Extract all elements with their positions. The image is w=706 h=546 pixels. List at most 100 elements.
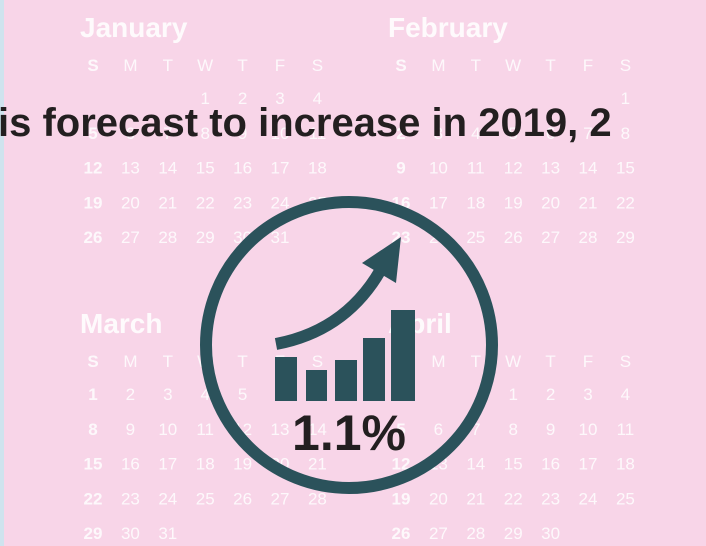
weekday: S xyxy=(312,352,323,371)
date: 19 xyxy=(233,455,252,474)
date: 15 xyxy=(616,159,635,178)
weekday: M xyxy=(123,352,137,371)
date: 29 xyxy=(84,524,103,543)
date: 17 xyxy=(271,159,290,178)
date: 14 xyxy=(158,159,177,178)
date: 29 xyxy=(504,524,523,543)
date: 11 xyxy=(617,420,635,439)
date: 15 xyxy=(84,455,103,474)
icon-bar xyxy=(306,370,327,401)
date: 22 xyxy=(504,489,523,508)
date: 27 xyxy=(541,228,560,247)
date: 24 xyxy=(158,489,177,508)
infographic: JanuarySMTWTFS12345678910111213141516171… xyxy=(0,0,706,546)
date: 14 xyxy=(579,159,598,178)
date: 20 xyxy=(429,489,448,508)
weekday: S xyxy=(620,352,631,371)
date: 20 xyxy=(541,193,560,212)
date: 8 xyxy=(621,124,630,143)
date: 9 xyxy=(126,420,135,439)
date: 27 xyxy=(121,228,140,247)
date: 1 xyxy=(508,385,517,404)
date: 19 xyxy=(392,489,411,508)
weekday: F xyxy=(583,56,593,75)
icon-bar xyxy=(275,357,297,401)
weekday: W xyxy=(505,352,521,371)
date: 25 xyxy=(196,489,215,508)
date: 28 xyxy=(308,489,327,508)
date: 13 xyxy=(121,159,140,178)
date: 5 xyxy=(238,385,247,404)
date: 29 xyxy=(196,228,215,247)
date: 17 xyxy=(158,455,177,474)
date: 26 xyxy=(392,524,411,543)
weekday: T xyxy=(163,352,173,371)
date: 8 xyxy=(88,420,97,439)
month-name: March xyxy=(80,308,162,339)
date: 3 xyxy=(163,385,172,404)
weekday: S xyxy=(395,56,406,75)
date: 22 xyxy=(616,193,635,212)
date: 4 xyxy=(621,385,630,404)
weekday: S xyxy=(87,56,98,75)
date: 17 xyxy=(579,455,598,474)
date: 3 xyxy=(583,385,592,404)
date: 18 xyxy=(308,159,327,178)
date: 21 xyxy=(158,193,177,212)
date: 19 xyxy=(84,193,103,212)
date: 9 xyxy=(396,159,405,178)
date: 2 xyxy=(546,385,555,404)
weekday: S xyxy=(87,352,98,371)
date: 16 xyxy=(121,455,140,474)
date: 6 xyxy=(434,420,443,439)
weekday: W xyxy=(505,56,521,75)
weekday: S xyxy=(620,56,631,75)
date: 2 xyxy=(126,385,135,404)
date: 23 xyxy=(541,489,560,508)
date: 20 xyxy=(121,193,140,212)
edge-strip xyxy=(0,0,4,546)
date: 25 xyxy=(616,489,635,508)
weekday: T xyxy=(545,56,555,75)
weekday: M xyxy=(123,56,137,75)
date: 13 xyxy=(541,159,560,178)
date: 12 xyxy=(84,159,103,178)
figure: 1.1% xyxy=(292,405,406,461)
date: 1 xyxy=(88,385,97,404)
date: 22 xyxy=(196,193,215,212)
icon-bar xyxy=(363,338,385,401)
headline: is forecast to increase in 2019, 2 xyxy=(0,101,612,145)
weekday: F xyxy=(275,56,285,75)
date: 24 xyxy=(579,489,598,508)
date: 10 xyxy=(429,159,448,178)
date: 26 xyxy=(84,228,103,247)
month-name: February xyxy=(388,12,508,43)
weekday: F xyxy=(583,352,593,371)
date: 11 xyxy=(467,159,485,178)
date: 29 xyxy=(616,228,635,247)
date: 28 xyxy=(579,228,598,247)
date: 1 xyxy=(621,89,630,108)
icon-bar xyxy=(391,310,415,401)
date: 22 xyxy=(84,489,103,508)
weekday: T xyxy=(237,56,247,75)
date: 10 xyxy=(579,420,598,439)
date: 30 xyxy=(541,524,560,543)
date: 24 xyxy=(271,193,290,212)
date: 18 xyxy=(616,455,635,474)
date: 17 xyxy=(429,193,448,212)
date: 15 xyxy=(504,455,523,474)
weekday: T xyxy=(163,56,173,75)
date: 18 xyxy=(196,455,215,474)
date: 9 xyxy=(546,420,555,439)
date: 31 xyxy=(271,228,290,247)
date: 11 xyxy=(196,420,214,439)
icon-bar xyxy=(335,360,357,401)
weekday: M xyxy=(431,56,445,75)
date: 30 xyxy=(121,524,140,543)
month-name: January xyxy=(80,12,188,43)
date: 10 xyxy=(158,420,177,439)
date: 12 xyxy=(504,159,523,178)
date: 31 xyxy=(158,524,177,543)
date: 16 xyxy=(233,159,252,178)
